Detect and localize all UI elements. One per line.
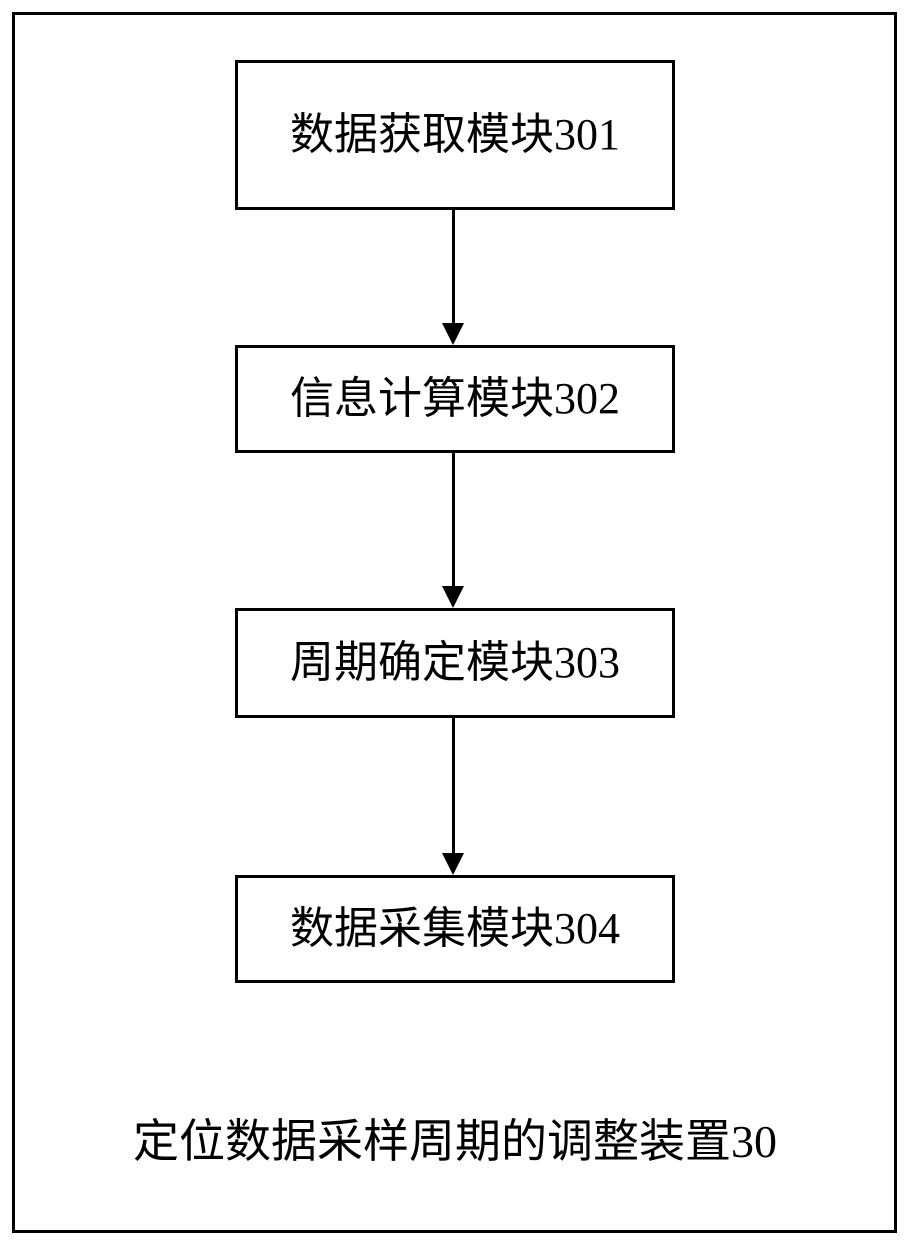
diagram-canvas: 数据获取模块301 信息计算模块302 周期确定模块303 数据采集模块304 …: [0, 0, 909, 1245]
diagram-caption: 定位数据采样周期的调整装置30: [95, 1105, 815, 1171]
node-label: 数据采集模块304: [290, 900, 620, 957]
edge-1-head: [442, 323, 464, 345]
node-label: 信息计算模块302: [290, 370, 620, 427]
node-period-determine: 周期确定模块303: [235, 608, 675, 718]
edge-1-line: [452, 210, 455, 325]
edge-3-head: [442, 853, 464, 875]
node-data-collect: 数据采集模块304: [235, 875, 675, 983]
caption-text: 定位数据采样周期的调整装置30: [133, 1116, 777, 1167]
edge-3-line: [452, 718, 455, 855]
node-label: 周期确定模块303: [290, 634, 620, 691]
edge-2-line: [452, 453, 455, 588]
edge-2-head: [442, 586, 464, 608]
node-info-compute: 信息计算模块302: [235, 345, 675, 453]
node-data-acquire: 数据获取模块301: [235, 60, 675, 210]
node-label: 数据获取模块301: [290, 106, 620, 163]
